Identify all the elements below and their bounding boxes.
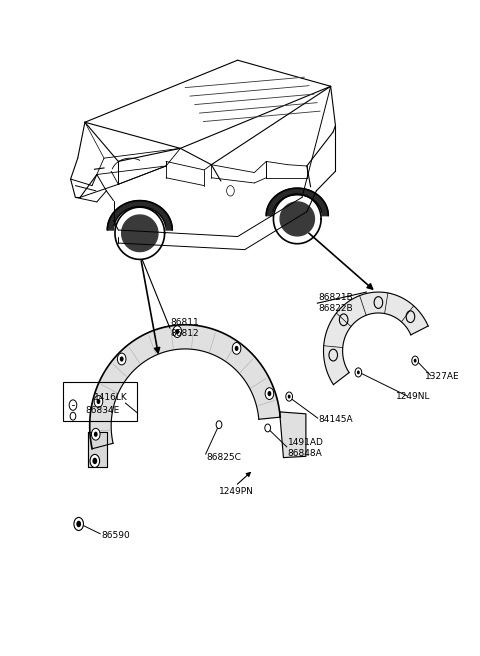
Polygon shape — [266, 188, 328, 216]
Circle shape — [96, 399, 100, 404]
Circle shape — [118, 353, 126, 365]
Text: 86811
86812: 86811 86812 — [171, 318, 200, 338]
Circle shape — [412, 356, 419, 365]
Circle shape — [173, 326, 181, 337]
Circle shape — [355, 368, 362, 377]
Polygon shape — [324, 292, 428, 384]
Circle shape — [94, 432, 97, 437]
Circle shape — [94, 396, 103, 407]
Circle shape — [235, 346, 239, 351]
Circle shape — [232, 342, 241, 354]
Text: 86590: 86590 — [102, 531, 131, 540]
Circle shape — [265, 424, 271, 432]
Circle shape — [76, 521, 81, 527]
Circle shape — [414, 359, 417, 363]
Text: 1491AD
86848A: 1491AD 86848A — [288, 438, 324, 458]
Text: 1249PN: 1249PN — [218, 487, 253, 496]
Circle shape — [357, 371, 360, 375]
Polygon shape — [88, 432, 107, 468]
Text: 86834E: 86834E — [85, 407, 119, 415]
Polygon shape — [280, 412, 306, 458]
Polygon shape — [108, 201, 172, 230]
Circle shape — [288, 395, 290, 399]
Circle shape — [267, 391, 271, 396]
Polygon shape — [280, 202, 314, 236]
Circle shape — [90, 455, 99, 468]
Circle shape — [265, 388, 274, 400]
Text: 1416LK: 1416LK — [95, 394, 128, 402]
Text: 84145A: 84145A — [319, 415, 353, 424]
Circle shape — [286, 392, 292, 401]
Bar — [63, 382, 137, 420]
Circle shape — [216, 420, 222, 428]
Circle shape — [93, 458, 97, 464]
Circle shape — [120, 356, 123, 361]
Text: 1327AE: 1327AE — [425, 373, 459, 382]
Circle shape — [74, 518, 84, 531]
Text: 86825C: 86825C — [206, 453, 241, 462]
Polygon shape — [90, 325, 280, 449]
Polygon shape — [121, 215, 158, 251]
Text: 86821B
86822B: 86821B 86822B — [319, 293, 353, 313]
Circle shape — [175, 329, 179, 335]
Text: 1249NL: 1249NL — [396, 392, 431, 401]
Circle shape — [92, 428, 100, 440]
